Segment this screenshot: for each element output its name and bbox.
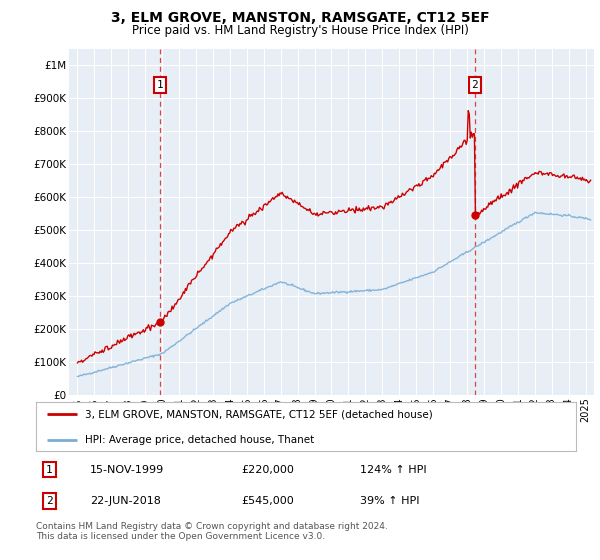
Text: 1: 1: [157, 80, 163, 90]
Text: 39% ↑ HPI: 39% ↑ HPI: [360, 496, 419, 506]
Text: 2: 2: [472, 80, 478, 90]
Text: HPI: Average price, detached house, Thanet: HPI: Average price, detached house, Than…: [85, 435, 314, 445]
Text: 3, ELM GROVE, MANSTON, RAMSGATE, CT12 5EF: 3, ELM GROVE, MANSTON, RAMSGATE, CT12 5E…: [110, 11, 490, 25]
Text: 124% ↑ HPI: 124% ↑ HPI: [360, 465, 427, 475]
Text: Price paid vs. HM Land Registry's House Price Index (HPI): Price paid vs. HM Land Registry's House …: [131, 24, 469, 37]
Text: £545,000: £545,000: [241, 496, 294, 506]
Text: Contains HM Land Registry data © Crown copyright and database right 2024.
This d: Contains HM Land Registry data © Crown c…: [36, 522, 388, 542]
Text: 15-NOV-1999: 15-NOV-1999: [90, 465, 164, 475]
Text: 3, ELM GROVE, MANSTON, RAMSGATE, CT12 5EF (detached house): 3, ELM GROVE, MANSTON, RAMSGATE, CT12 5E…: [85, 409, 433, 419]
Text: 22-JUN-2018: 22-JUN-2018: [90, 496, 161, 506]
Text: 1: 1: [46, 465, 53, 475]
Text: 2: 2: [46, 496, 53, 506]
Text: £220,000: £220,000: [241, 465, 294, 475]
